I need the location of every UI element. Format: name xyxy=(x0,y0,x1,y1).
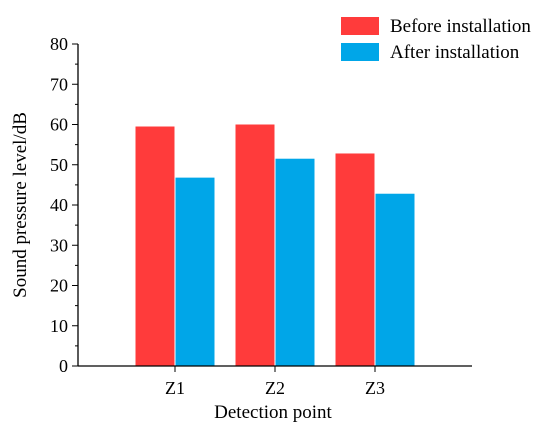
bar-z3-after xyxy=(375,193,415,366)
x-axis: Z1 Z2 Z3 xyxy=(78,365,472,398)
y-axis: 0 10 20 30 40 50 60 70 80 xyxy=(50,34,79,376)
legend: Before installation After installation xyxy=(341,16,531,63)
y-tick-label: 80 xyxy=(50,34,68,54)
legend-swatch-after xyxy=(341,43,379,61)
x-tick-label: Z2 xyxy=(265,378,285,398)
y-tick-label: 40 xyxy=(50,195,68,215)
y-tick-label: 10 xyxy=(50,316,68,336)
y-tick-label: 30 xyxy=(50,235,68,255)
x-axis-title: Detection point xyxy=(214,402,332,423)
y-tick-label: 20 xyxy=(50,276,68,296)
x-tick-label: Z1 xyxy=(165,378,185,398)
x-tick-label: Z3 xyxy=(365,378,385,398)
legend-label-before: Before installation xyxy=(390,16,531,37)
bar-z2-before xyxy=(235,124,275,366)
legend-label-after: After installation xyxy=(390,42,520,63)
bar-z2-after xyxy=(275,158,315,366)
bar-z1-after xyxy=(175,177,215,366)
bar-z3-before xyxy=(335,153,375,366)
legend-swatch-before xyxy=(341,17,379,35)
bars xyxy=(135,124,415,366)
y-axis-title: Sound pressure level/dB xyxy=(10,112,31,298)
y-tick-label: 0 xyxy=(59,356,68,376)
y-tick-label: 60 xyxy=(50,115,68,135)
y-tick-label: 70 xyxy=(50,74,68,94)
y-tick-label: 50 xyxy=(50,155,68,175)
bar-z1-before xyxy=(135,126,175,366)
